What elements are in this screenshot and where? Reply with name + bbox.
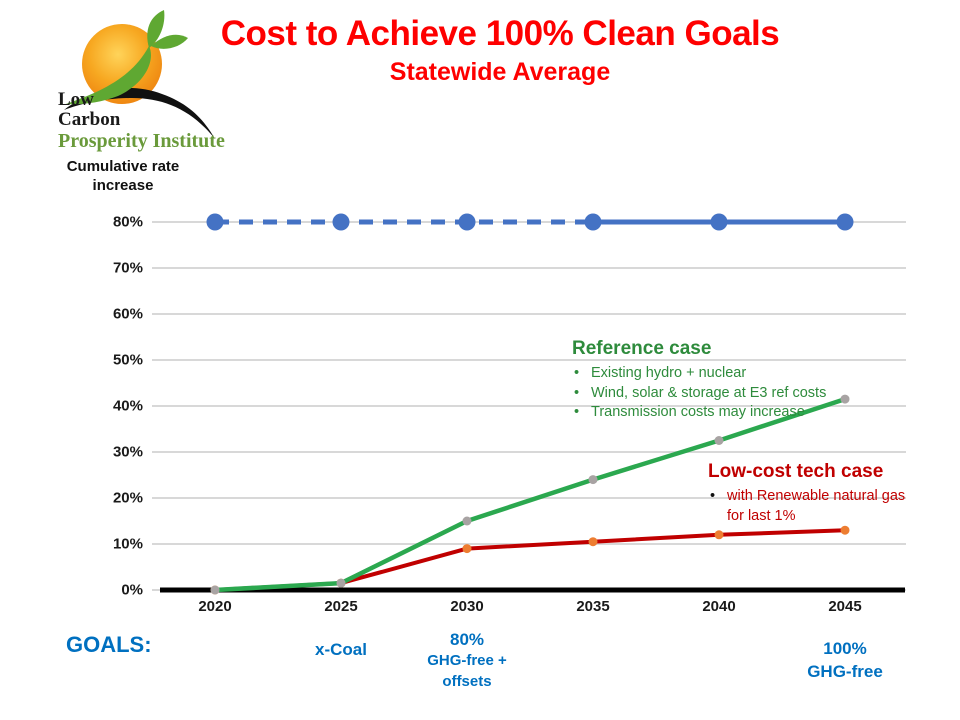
y-axis-tick-label: 20% <box>112 489 143 507</box>
data-point-marker <box>206 213 224 231</box>
series-line <box>214 396 846 593</box>
list-item: • with Renewable natural gas for last 1% <box>710 487 918 526</box>
x-axis-tick-label: 2025 <box>324 598 358 615</box>
logo: Low Carbon Prosperity Institute <box>52 6 242 152</box>
data-point-marker <box>462 544 472 554</box>
bullet-icon: • <box>574 404 580 420</box>
x-axis-tick-label: 2045 <box>828 598 862 615</box>
data-point-marker <box>840 394 850 404</box>
y-axis-tick-label: 80% <box>112 213 143 231</box>
data-point-marker <box>584 213 602 231</box>
logo-text: Low Carbon Prosperity Institute <box>58 90 225 153</box>
goal-2030: 80% GHG-free + offsets <box>387 629 547 692</box>
logo-leaf2-icon <box>151 34 188 49</box>
y-axis-tick-label: 70% <box>112 259 143 277</box>
data-point-marker <box>458 213 476 231</box>
logo-leaf-icon <box>147 10 165 48</box>
data-point-marker <box>332 213 350 231</box>
logo-sun-icon <box>82 24 162 104</box>
y-axis-tick-label: 10% <box>112 535 143 553</box>
y-axis-tick-label: 30% <box>112 443 143 461</box>
y-axis-title: Cumulative rate increase <box>66 158 180 194</box>
list-item: • Transmission costs may increase <box>574 403 872 423</box>
y-axis-tick-label: 60% <box>112 305 143 323</box>
logo-line2: Carbon <box>58 109 121 130</box>
data-point-marker <box>840 525 850 535</box>
logo-graphic <box>64 10 215 139</box>
goal-text: 100% <box>823 639 867 658</box>
logo-line1: Low <box>58 89 94 110</box>
goal-text: x-Coal <box>315 640 367 659</box>
logo-line3: Prosperity Institute <box>58 130 225 152</box>
goals-label: GOALS: <box>66 632 152 657</box>
lowcost-case-annotation: Low-cost tech case • with Renewable natur… <box>708 461 918 526</box>
page-subtitle: Statewide Average <box>389 58 611 86</box>
data-point-marker <box>588 537 598 547</box>
y-axis-tick-label: 40% <box>112 397 143 415</box>
goal-text: 80% <box>449 630 485 649</box>
goal-2045: 100% GHG-free <box>760 637 930 683</box>
bullet-text: Existing hydro + nuclear <box>591 365 747 381</box>
data-point-marker <box>836 213 854 231</box>
x-axis-tick-label: 2040 <box>702 598 736 615</box>
goal-text: GHG-free + <box>427 652 507 669</box>
list-item: • Existing hydro + nuclear <box>574 364 872 384</box>
lowcost-case-title: Low-cost tech case <box>708 461 884 482</box>
data-point-marker <box>462 516 472 526</box>
data-point-marker <box>714 530 724 540</box>
bullet-text: Wind, solar & storage at E3 ref costs <box>591 384 827 401</box>
list-item: • Wind, solar & storage at E3 ref costs <box>574 384 872 404</box>
series-line <box>214 528 846 592</box>
data-point-marker <box>710 213 728 231</box>
lowcost-case-bullets: • with Renewable natural gas for last 1% <box>710 487 918 526</box>
goal-2025: x-Coal <box>315 639 367 660</box>
y-axis-tick-label: 0% <box>121 581 143 599</box>
data-point-marker <box>210 585 220 595</box>
page-title: Cost to Achieve 100% Clean Goals <box>220 14 780 53</box>
bullet-icon: • <box>710 488 716 504</box>
x-axis-tick-label: 2030 <box>450 598 484 615</box>
goal-text: offsets <box>442 673 492 690</box>
data-point-marker <box>588 475 598 485</box>
data-point-marker <box>336 578 346 588</box>
x-axis-tick-label: 2020 <box>198 598 232 615</box>
data-point-marker <box>714 436 724 445</box>
bullet-icon: • <box>574 365 580 381</box>
reference-case-title: Reference case <box>572 338 712 359</box>
bullet-text: Transmission costs may increase <box>591 404 805 420</box>
goal-text: GHG-free <box>807 662 883 681</box>
reference-case-bullets: • Existing hydro + nuclear • Wind, solar &… <box>574 364 872 423</box>
x-axis-tick-label: 2035 <box>576 598 610 615</box>
bullet-icon: • <box>574 384 580 401</box>
logo-hill-icon <box>64 87 215 139</box>
bullet-text: with Renewable natural gas for last 1% <box>727 488 906 524</box>
logo-stem-icon <box>66 46 151 105</box>
reference-case-annotation: Reference case • Existing hydro + nuclear… <box>572 338 872 423</box>
y-axis-tick-label: 50% <box>112 351 143 369</box>
